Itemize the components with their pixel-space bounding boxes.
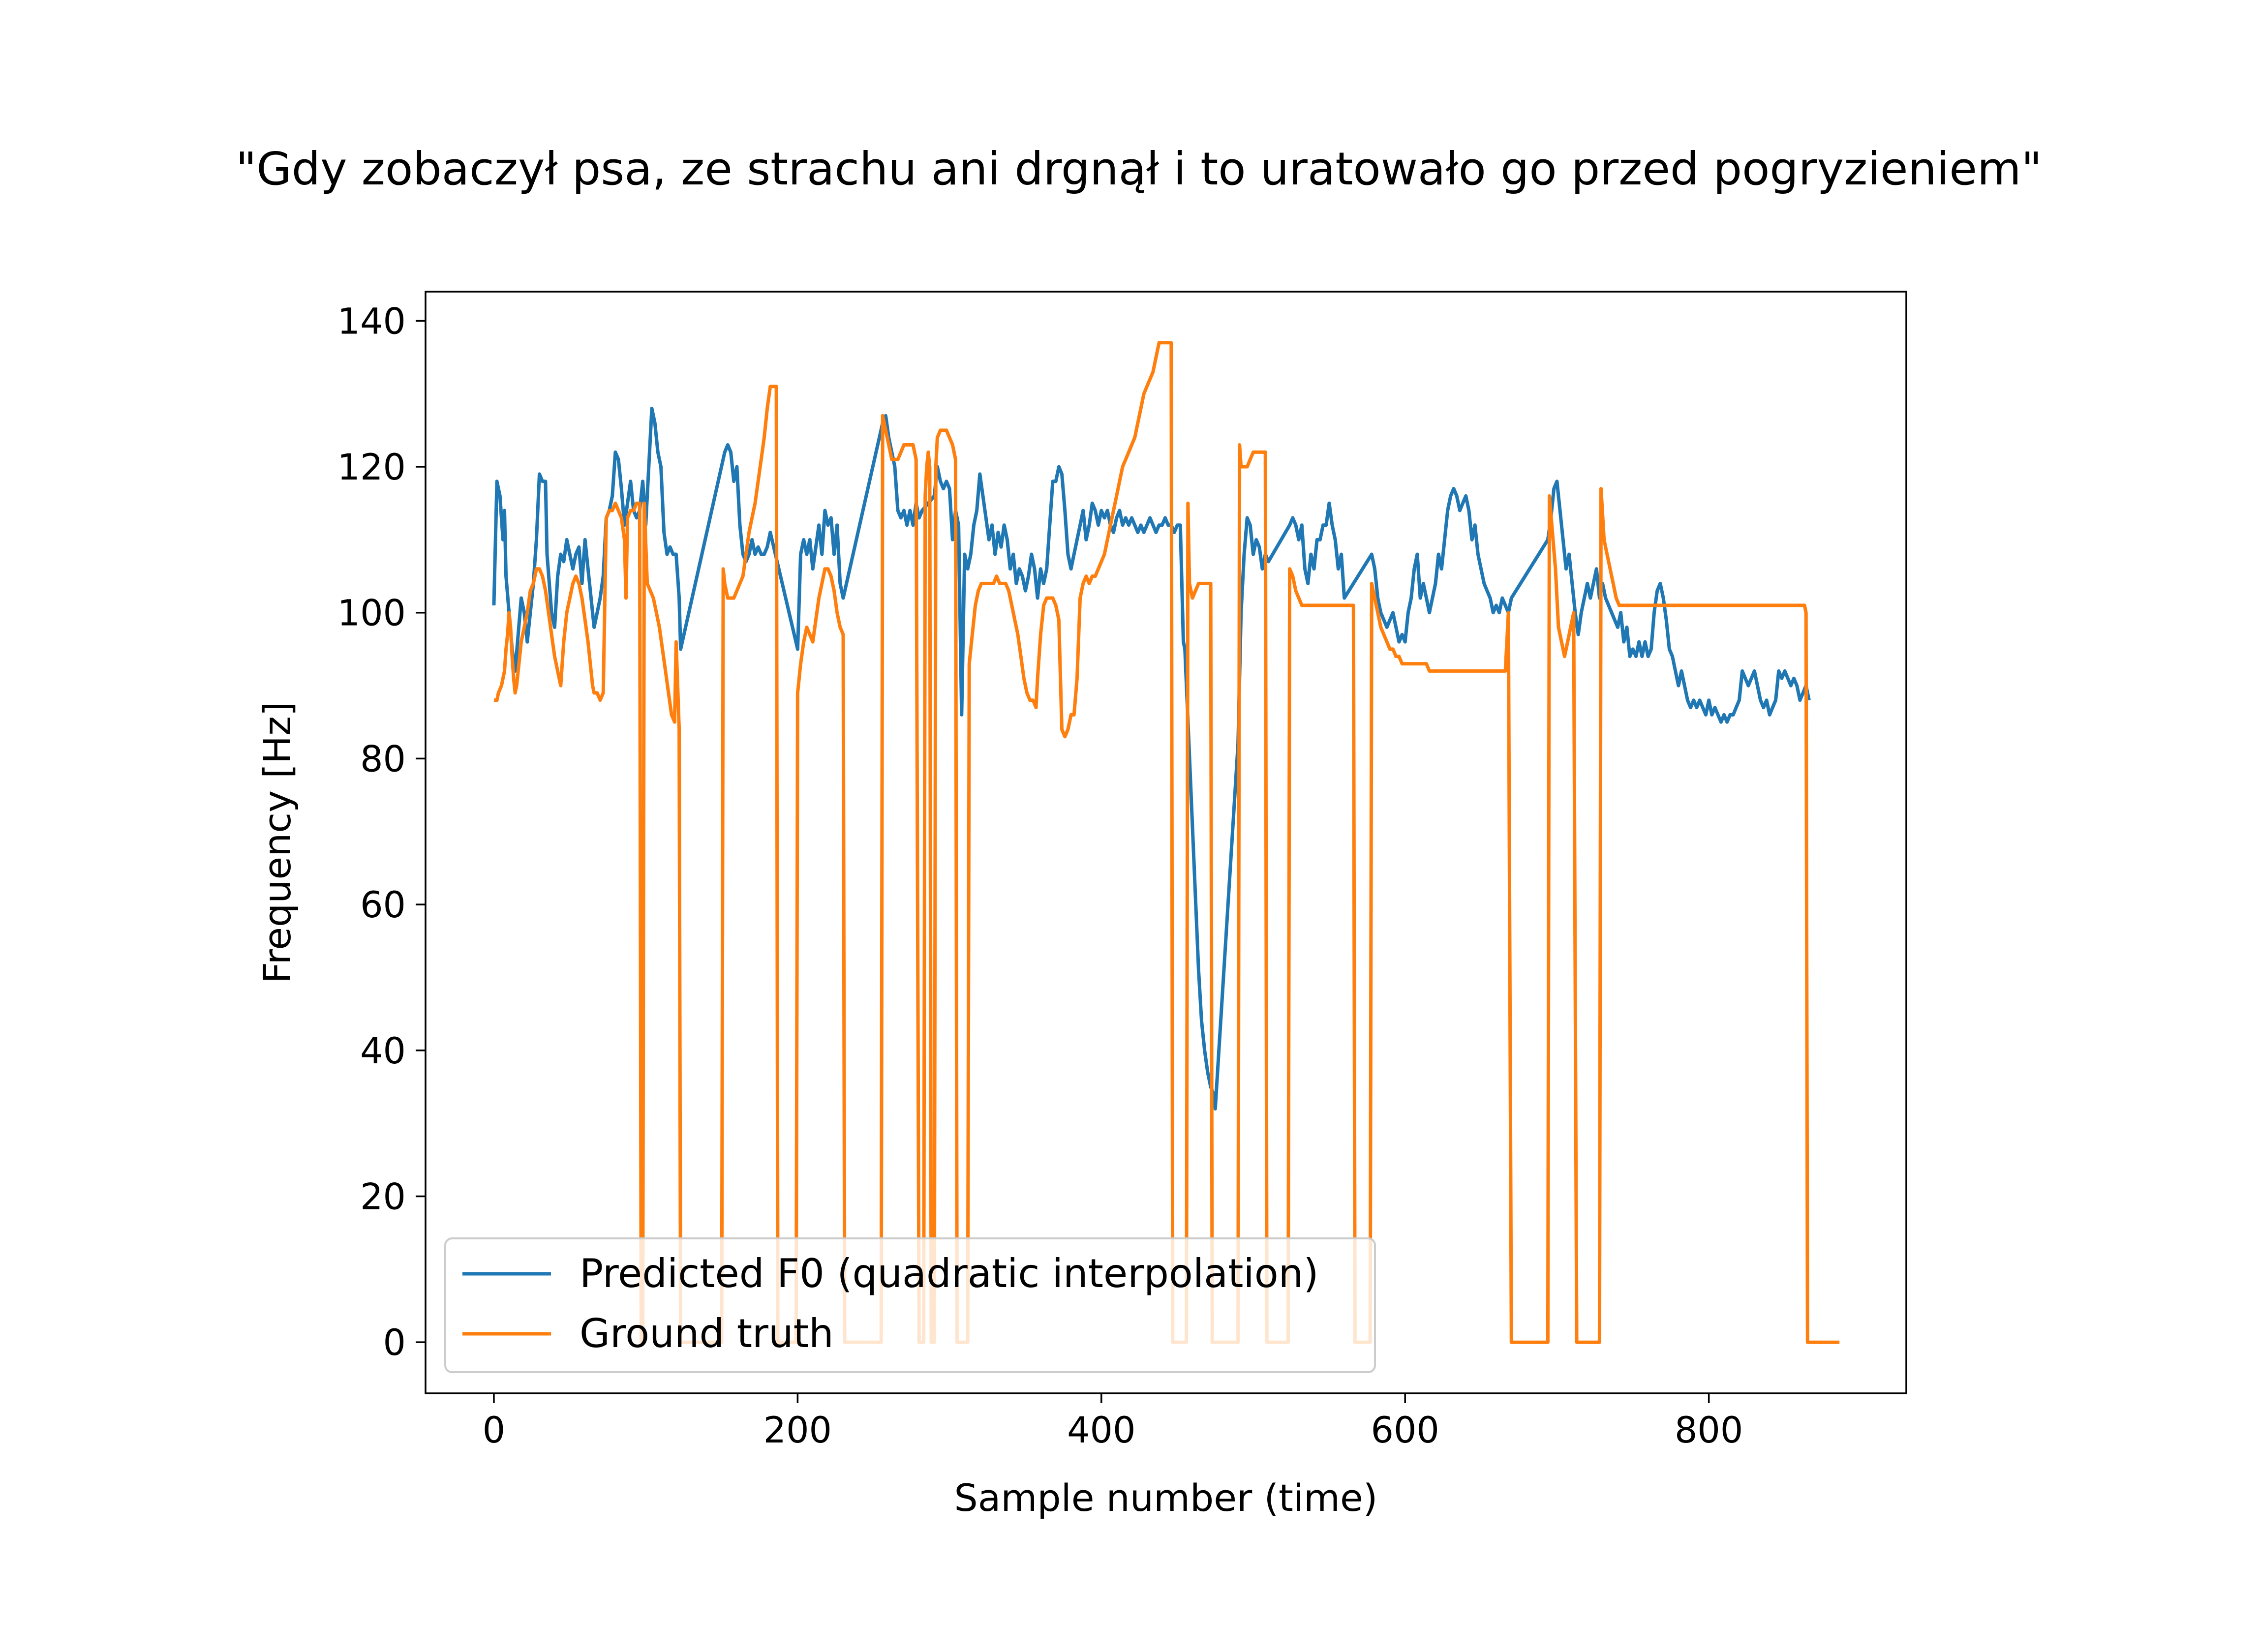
x-axis-label: Sample number (time) bbox=[954, 1476, 1378, 1520]
legend-label-predicted: Predicted F0 (quadratic interpolation) bbox=[580, 1251, 1319, 1296]
x-tick-label: 0 bbox=[483, 1410, 505, 1451]
y-axis-label: Frequency [Hz] bbox=[255, 701, 299, 983]
y-tick-label: 40 bbox=[360, 1030, 406, 1072]
x-tick-label: 200 bbox=[763, 1410, 832, 1451]
y-tick-label: 20 bbox=[360, 1176, 406, 1218]
series-layer bbox=[492, 341, 1840, 1344]
y-tick-label: 0 bbox=[383, 1322, 406, 1364]
plot-frame bbox=[425, 291, 1907, 1394]
plot-area bbox=[425, 291, 1907, 1394]
series-line-0 bbox=[492, 406, 1811, 1111]
legend-box bbox=[444, 1237, 1376, 1373]
chart-title: "Gdy zobaczył psa, ze strachu ani drgnął… bbox=[236, 143, 2042, 195]
y-axis-ticks: 0 20 40 60 80 100 120 140 bbox=[337, 300, 426, 1364]
y-tick-label: 120 bbox=[337, 447, 406, 488]
x-axis-ticks: 0 200 400 600 800 bbox=[483, 1393, 1743, 1451]
y-tick-label: 100 bbox=[337, 593, 406, 634]
x-tick-label: 800 bbox=[1675, 1410, 1743, 1451]
legend: Predicted F0 (quadratic interpolation) G… bbox=[444, 1237, 1376, 1373]
y-tick-label: 60 bbox=[360, 884, 406, 926]
x-tick-label: 400 bbox=[1067, 1410, 1135, 1451]
x-tick-label: 600 bbox=[1371, 1410, 1439, 1451]
y-tick-label: 80 bbox=[360, 738, 406, 780]
series-line-1 bbox=[493, 341, 1840, 1344]
legend-label-ground-truth: Ground truth bbox=[580, 1311, 834, 1356]
y-tick-label: 140 bbox=[337, 300, 406, 342]
